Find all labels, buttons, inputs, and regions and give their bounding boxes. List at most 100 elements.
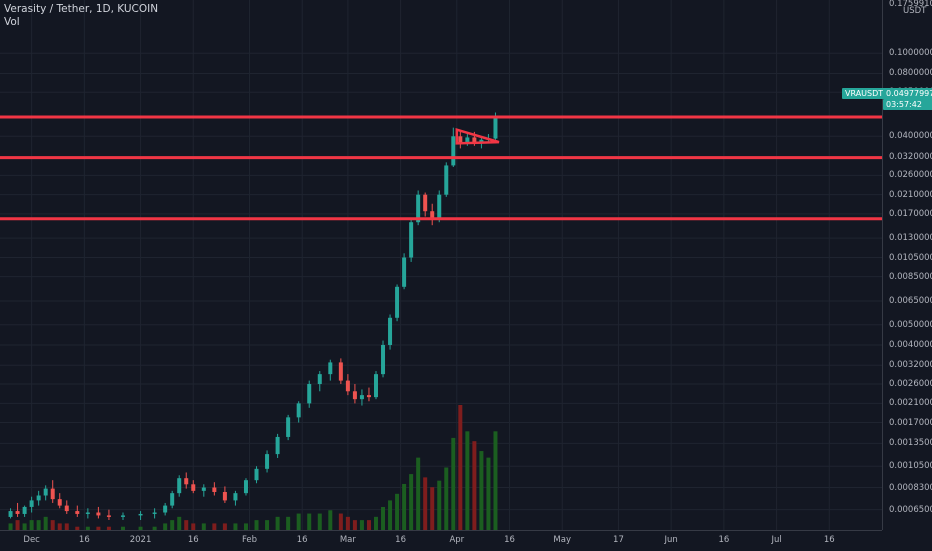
candle-body	[120, 515, 125, 517]
candle	[458, 129, 463, 149]
price-tick-label: 0.00135000	[889, 438, 932, 449]
candle	[444, 162, 449, 197]
candle-body	[106, 515, 111, 517]
volume-bar	[352, 520, 357, 530]
volume-bar	[170, 520, 175, 530]
candle-body	[8, 511, 13, 517]
candle-body	[170, 493, 175, 506]
price-scale[interactable]: USDT 0.175991000.100000000.080000000.065…	[882, 0, 932, 530]
volume-bar	[345, 516, 350, 530]
price-chart[interactable]	[0, 0, 882, 530]
candle	[345, 374, 350, 396]
candle	[163, 502, 168, 516]
time-tick-label: Jul	[771, 535, 782, 545]
volume-bar	[64, 523, 69, 530]
price-tick-label: 0.00850000	[889, 271, 932, 282]
candle-body	[423, 194, 428, 212]
volume-bar	[85, 526, 90, 530]
price-tick-label: 0.01700000	[889, 208, 932, 219]
candle	[177, 475, 182, 497]
candle	[437, 190, 442, 223]
symbol-title[interactable]: Verasity / Tether, 1D, KUCOIN	[4, 3, 159, 15]
volume-bar	[43, 516, 48, 530]
time-tick-label: 16	[823, 535, 835, 545]
candle-body	[465, 137, 470, 144]
candle	[170, 490, 175, 509]
candle	[22, 505, 27, 517]
candle	[275, 433, 280, 458]
time-scale[interactable]: Dec 16 2021 16 Feb 16 Mar 16 Apr 16 May 17 Jun 16 Jul 1…	[0, 530, 882, 551]
candle-body	[138, 513, 143, 516]
volume-label[interactable]: Vol	[4, 16, 20, 28]
price-tick-label: 0.00500000	[889, 319, 932, 330]
symbol-badge: VRAUSDT	[842, 88, 887, 99]
candle	[338, 358, 343, 385]
candle-body	[493, 116, 498, 139]
candle-body	[85, 512, 90, 514]
volume-bar	[275, 516, 280, 530]
candle	[64, 500, 69, 514]
candle-body	[328, 362, 333, 375]
candle	[75, 505, 80, 517]
volume-bar	[106, 526, 111, 530]
candle-body	[286, 417, 291, 437]
candle-body	[395, 286, 400, 318]
price-tick-label: 0.01050000	[889, 252, 932, 263]
price-tick-label: 0.00065000	[889, 504, 932, 515]
volume-bar	[444, 467, 449, 530]
volume-bar	[177, 516, 182, 530]
time-tick-label: Dec	[23, 535, 40, 545]
candle	[201, 484, 206, 497]
volume-bar	[233, 523, 238, 530]
volume-bar	[163, 523, 168, 530]
price-tick-label: 0.00105000	[889, 461, 932, 472]
countdown-badge: 03:57:42	[883, 99, 932, 110]
candle-body	[64, 505, 69, 512]
candle-body	[359, 395, 364, 400]
volume-bar	[120, 526, 125, 530]
candle-body	[265, 454, 270, 469]
candle	[222, 486, 227, 503]
candle	[184, 472, 189, 489]
volume-bar	[486, 457, 491, 530]
candle	[15, 502, 20, 517]
volume-bar	[493, 431, 498, 530]
candle-body	[222, 491, 227, 501]
time-tick-label: 16	[78, 535, 90, 545]
horizontal-levels[interactable]	[0, 115, 882, 221]
candle	[233, 490, 238, 506]
volume-bar	[472, 441, 477, 530]
candle-body	[212, 487, 217, 492]
volume-bar	[395, 493, 400, 530]
candle-body	[163, 505, 168, 513]
volume-bar	[191, 523, 196, 530]
candle	[138, 511, 143, 520]
triangle-drawing[interactable]	[455, 128, 500, 145]
time-tick-label: May	[553, 535, 572, 545]
candle-body	[177, 478, 182, 494]
candle-body	[479, 139, 484, 143]
price-tick-label: 0.00400000	[889, 339, 932, 350]
volume-bar	[184, 520, 189, 530]
candle	[307, 380, 312, 408]
price-unit: USDT	[903, 6, 927, 16]
candle-body	[254, 468, 259, 481]
volume-bar	[479, 451, 484, 530]
candle	[395, 284, 400, 322]
candle	[451, 127, 456, 168]
candle	[409, 219, 414, 262]
triangle-pattern[interactable]	[455, 128, 500, 145]
candle	[352, 384, 357, 404]
candle-body	[22, 506, 27, 514]
volume-bar	[50, 520, 55, 530]
grid	[0, 0, 882, 530]
candle	[328, 359, 333, 381]
volume-bar	[57, 523, 62, 530]
candle	[317, 371, 322, 392]
last-price-badge: 0.04977997	[883, 88, 932, 99]
chart-legend: Verasity / Tether, 1D, KUCOIN Vol	[4, 3, 158, 29]
candle-body	[184, 478, 189, 485]
candle	[402, 253, 407, 290]
price-tick-label: 0.02100000	[889, 189, 932, 200]
